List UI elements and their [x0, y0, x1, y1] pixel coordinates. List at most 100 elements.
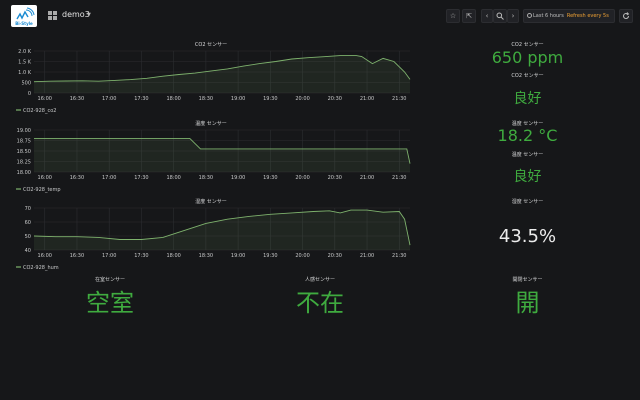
chevron-left-icon: ‹: [485, 12, 489, 20]
x-tick-label: 16:30: [70, 175, 84, 181]
y-tick-label: 0: [28, 91, 31, 97]
share-button[interactable]: ⇱: [462, 9, 476, 23]
series-area: [34, 55, 410, 93]
share-icon: ⇱: [466, 12, 472, 20]
x-tick-label: 17:30: [134, 175, 148, 181]
zoom-out-button[interactable]: [493, 9, 507, 23]
grid-icon[interactable]: [48, 11, 57, 20]
refresh-interval-label: Refresh every 5s: [566, 13, 609, 19]
y-tick-label: 50: [25, 234, 31, 240]
top-bar: Bi-Style demo3 ▼ ☆ ⇱ ‹ › Last 6 hours Ref…: [0, 0, 640, 32]
zoom-out-icon: [496, 12, 504, 20]
caret-down-icon[interactable]: ▼: [87, 12, 91, 18]
x-tick-label: 21:00: [360, 96, 374, 102]
temperature-chart-title: 温度 センサー: [195, 121, 227, 127]
legend-label: CO2-928_co2: [23, 108, 56, 114]
temperature-chart[interactable]: 18.00 18.25 18.50 18.75 19.00 16:00 16:30 17:00…: [10, 127, 412, 203]
x-tick-label: 17:00: [102, 253, 116, 259]
series-area: [34, 138, 410, 172]
star-button[interactable]: ☆: [446, 9, 460, 23]
chevron-right-icon: ›: [511, 12, 515, 20]
temperature-status-value: 良好: [513, 169, 542, 185]
star-icon: ☆: [449, 12, 457, 20]
time-picker-button[interactable]: Last 6 hours Refresh every 5s: [523, 9, 615, 23]
time-back-button[interactable]: ‹: [481, 9, 493, 23]
y-tick-label: 500: [21, 80, 31, 86]
x-tick-label: 18:00: [166, 175, 180, 181]
x-tick-label: 18:30: [199, 175, 213, 181]
x-tick-label: 17:30: [134, 96, 148, 102]
x-tick-label: 21:00: [360, 253, 374, 259]
x-tick-label: 18:00: [166, 96, 180, 102]
x-tick-label: 20:30: [328, 175, 342, 181]
x-tick-label: 21:30: [392, 253, 406, 259]
humidity-stat-value: 43.5%: [498, 226, 557, 247]
co2-stat-title: CO2 センサー: [511, 42, 544, 48]
y-tick-label: 40: [25, 248, 31, 254]
co2-stat-value: 650 ppm: [491, 48, 564, 67]
time-forward-button[interactable]: ›: [507, 9, 519, 23]
x-tick-label: 18:30: [199, 253, 213, 259]
y-tick-label: 1.0 K: [18, 70, 32, 76]
x-tick-label: 18:30: [199, 96, 213, 102]
door-sensor-title: 開閉センサー: [512, 277, 543, 283]
time-range-label: Last 6 hours: [533, 13, 564, 19]
x-tick-label: 20:30: [328, 96, 342, 102]
humidity-stat-title: 湿度 センサー: [511, 199, 544, 205]
x-tick-label: 19:30: [263, 96, 277, 102]
y-tick-label: 18.25: [17, 159, 31, 165]
x-tick-label: 18:00: [166, 253, 180, 259]
x-tick-label: 17:00: [102, 96, 116, 102]
legend-label: CO2-928_hum: [23, 265, 59, 271]
y-tick-label: 18.75: [17, 138, 31, 144]
x-tick-label: 19:30: [263, 253, 277, 259]
x-tick-label: 21:30: [392, 175, 406, 181]
presence-sensor-value: 空室: [86, 289, 134, 317]
x-tick-label: 19:30: [263, 175, 277, 181]
door-sensor-value: 開: [515, 289, 540, 317]
refresh-icon: [623, 12, 630, 19]
wifi-logo-icon: [16, 7, 35, 20]
motion-sensor-value: 不在: [296, 289, 344, 317]
legend-label: CO2-928_temp: [23, 187, 61, 193]
series-area: [34, 210, 410, 250]
y-tick-label: 60: [25, 220, 31, 226]
x-tick-label: 16:00: [38, 96, 52, 102]
logo-text: Bi-Style: [15, 21, 33, 26]
clock-icon: [527, 13, 532, 18]
temperature-stat-title: 温度 センサー: [511, 121, 544, 127]
x-tick-label: 17:30: [134, 253, 148, 259]
y-tick-label: 1.5 K: [18, 59, 32, 65]
dashboard-title[interactable]: demo3: [62, 10, 90, 19]
co2-status-value: 良好: [513, 91, 542, 107]
co2-status-title: CO2 センサー: [511, 73, 544, 79]
x-tick-label: 19:00: [231, 96, 245, 102]
x-tick-label: 21:30: [392, 96, 406, 102]
temperature-stat-value: 18.2 °C: [497, 126, 558, 145]
x-tick-label: 20:00: [295, 96, 309, 102]
co2-chart[interactable]: 0 500 1.0 K 1.5 K 2.0 K 16:00 16:30 17:00 17:30 1…: [10, 48, 412, 124]
x-tick-label: 19:00: [231, 175, 245, 181]
series-line: [33, 55, 411, 83]
series-line: [33, 209, 411, 246]
x-tick-label: 20:00: [295, 253, 309, 259]
series-line: [34, 137, 411, 164]
x-tick-label: 21:00: [360, 175, 374, 181]
temperature-status-title: 温度 センサー: [511, 152, 544, 158]
co2-chart-title: CO2 センサー: [194, 42, 228, 48]
humidity-chart[interactable]: 40 50 60 70 16:00 16:30 17:00 17:30 18:00 18:30 19…: [10, 205, 412, 281]
x-tick-label: 16:00: [38, 253, 52, 259]
y-tick-label: 70: [25, 206, 31, 212]
x-tick-label: 16:00: [38, 175, 52, 181]
x-tick-label: 16:30: [70, 253, 84, 259]
y-tick-label: 18.50: [17, 149, 31, 155]
x-tick-label: 17:00: [102, 175, 116, 181]
y-tick-label: 2.0 K: [18, 49, 32, 55]
humidity-chart-title: 湿度 センサー: [195, 199, 227, 205]
presence-sensor-title: 在室センサー: [94, 277, 125, 283]
refresh-button[interactable]: [619, 9, 633, 23]
company-logo[interactable]: Bi-Style: [11, 5, 37, 27]
x-tick-label: 20:30: [328, 253, 342, 259]
x-tick-label: 20:00: [295, 175, 309, 181]
y-tick-label: 18.00: [17, 170, 31, 176]
